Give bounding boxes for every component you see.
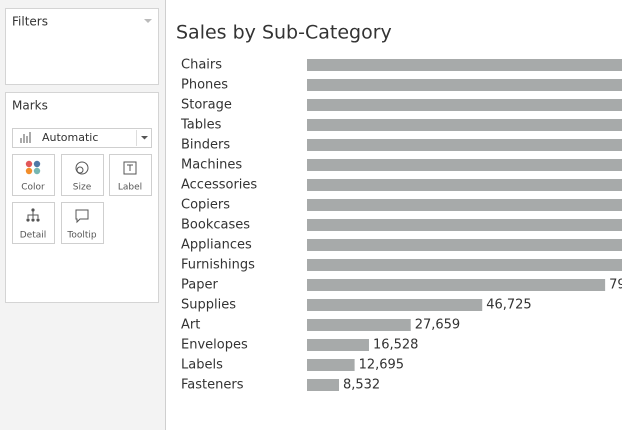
category-label: Storage	[181, 98, 232, 113]
dropdown-arrow	[141, 136, 148, 140]
bar	[307, 259, 622, 271]
data-label: 12,695	[359, 358, 405, 373]
bar	[307, 339, 369, 351]
data-label: 27,659	[415, 318, 461, 333]
detail-icon	[26, 218, 30, 222]
filters-menu[interactable]	[144, 19, 152, 23]
mark-button-label: Size	[73, 183, 92, 193]
filters-title: Filters	[12, 15, 48, 29]
category-label: Bookcases	[181, 218, 250, 233]
category-label: Furnishings	[181, 258, 255, 273]
category-label: Supplies	[181, 298, 236, 313]
bar	[307, 139, 622, 151]
category-label: Art	[181, 318, 200, 333]
category-label: Appliances	[181, 238, 252, 253]
bar	[307, 59, 622, 71]
bar	[307, 379, 339, 391]
mark-button-label: Color	[21, 183, 45, 193]
category-label: Envelopes	[181, 338, 248, 353]
category-label: Tables	[180, 118, 222, 133]
mark-button-label: Detail	[20, 231, 47, 241]
size-icon	[75, 161, 89, 175]
bar	[307, 79, 622, 91]
bar	[307, 299, 483, 311]
bar	[307, 319, 411, 331]
filters-shelf[interactable]	[5, 8, 159, 85]
category-label: Chairs	[181, 58, 222, 73]
data-label: 46,725	[486, 298, 532, 313]
bar	[307, 359, 355, 371]
mark-type: Automatic	[42, 131, 98, 144]
detail-icon	[31, 208, 35, 212]
color-dot	[33, 167, 41, 175]
bar	[307, 159, 622, 171]
category-label: Labels	[181, 358, 223, 373]
bar	[307, 99, 622, 111]
label-icon	[127, 164, 133, 171]
mark-button-label: Tooltip	[66, 231, 97, 241]
data-label: 79	[609, 278, 622, 293]
mark-button[interactable]	[12, 202, 55, 244]
tooltip-icon	[75, 209, 89, 224]
category-label: Phones	[181, 78, 228, 93]
data-label: 16,528	[373, 338, 419, 353]
bar	[307, 179, 622, 191]
bar	[307, 279, 606, 291]
category-label: Accessories	[181, 178, 257, 193]
mark-button[interactable]	[61, 154, 104, 196]
mark-button[interactable]	[109, 154, 152, 196]
mark-button[interactable]	[61, 202, 104, 244]
category-label: Fasteners	[181, 378, 244, 393]
color-dot	[25, 160, 33, 168]
category-label: Machines	[181, 158, 242, 173]
bar	[307, 119, 622, 131]
bar	[307, 219, 622, 231]
marks-title: Marks	[12, 99, 48, 113]
mark-button-label: Label	[118, 183, 142, 193]
label-icon	[123, 161, 137, 175]
category-label: Paper	[181, 278, 218, 293]
data-label: 8,532	[343, 378, 380, 393]
category-label: Binders	[181, 138, 230, 153]
detail-icon	[31, 218, 35, 222]
size-icon	[76, 166, 84, 174]
bar	[307, 199, 622, 211]
color-dot	[33, 160, 41, 168]
mark-type-dropdown[interactable]	[12, 128, 152, 148]
chart-title: Sales by Sub-Category	[176, 22, 392, 44]
bar	[307, 239, 622, 251]
bar-icon	[20, 132, 31, 143]
color-dot	[25, 167, 33, 175]
category-label: Copiers	[181, 198, 230, 213]
marks-card	[5, 92, 159, 303]
mark-button[interactable]	[12, 154, 55, 196]
detail-icon	[36, 218, 40, 222]
